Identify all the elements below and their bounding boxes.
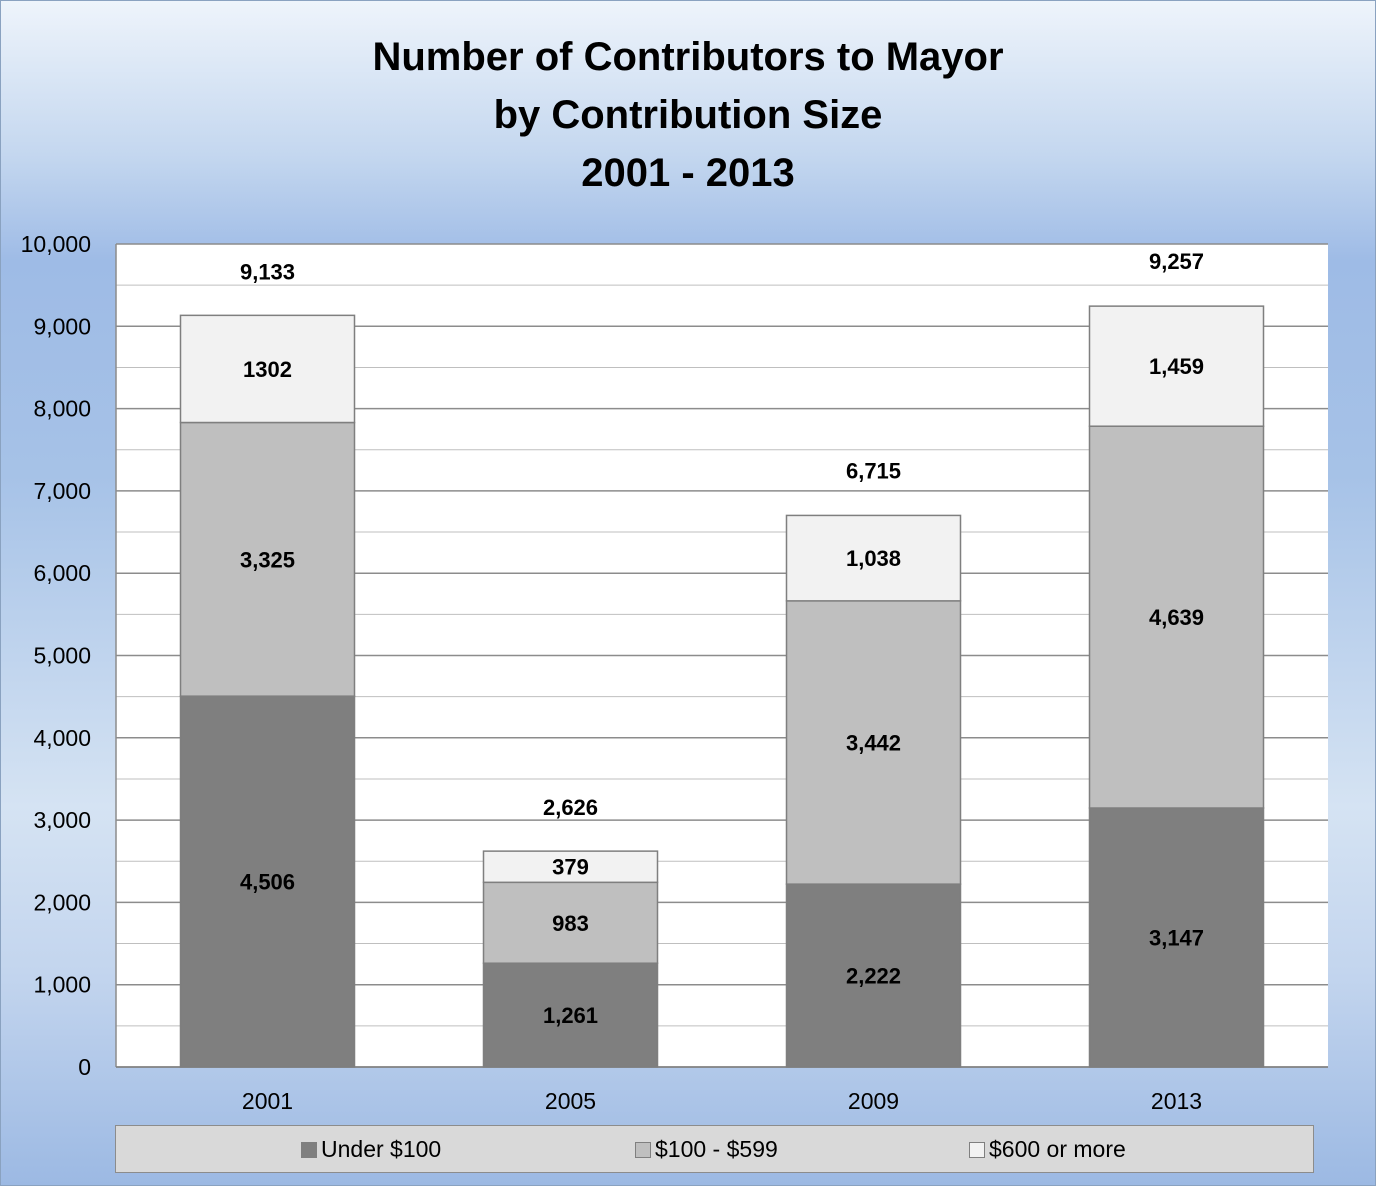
x-tick-label-2001: 2001 — [242, 1088, 293, 1114]
chart-title-line-1: Number of Contributors to Mayor — [372, 35, 1004, 79]
y-tick-label: 1,000 — [33, 972, 91, 998]
y-tick-label: 5,000 — [33, 643, 91, 669]
data-label-600-or-more-2009: 1,038 — [846, 546, 901, 571]
x-tick-label-2013: 2013 — [1151, 1088, 1202, 1114]
x-tick-label-2005: 2005 — [545, 1088, 596, 1114]
data-label-under-100-2005: 1,261 — [543, 1003, 598, 1028]
data-label-600-or-more-2001: 1302 — [243, 357, 292, 382]
data-label-100-599-2009: 3,442 — [846, 730, 901, 755]
bar-segment-600-or-more-2013 — [1088, 305, 1265, 427]
legend-label-under-100: Under $100 — [321, 1136, 442, 1162]
data-label-100-599-2001: 3,325 — [240, 547, 295, 572]
bar-segment-600-or-more-2009 — [785, 514, 962, 602]
bar-segment-under-100-2013 — [1088, 807, 1265, 1068]
y-tick-label: 9,000 — [33, 313, 91, 339]
legend-swatch-600-or-more — [969, 1142, 985, 1158]
legend-item-600-or-more: $600 or more — [969, 1136, 1126, 1162]
data-label-100-599-2005: 983 — [552, 911, 589, 936]
data-label-600-or-more-2013: 1,459 — [1149, 354, 1204, 379]
legend-label-600-or-more: $600 or more — [989, 1136, 1126, 1162]
legend: Under $100 $100 - $599 $600 or more — [115, 1125, 1314, 1173]
data-label-under-100-2009: 2,222 — [846, 964, 901, 989]
bar-segment-under-100-2001 — [179, 695, 356, 1068]
y-axis: 0 1,000 2,000 3,000 4,000 5,000 6,000 7,000 8,00… — [21, 231, 117, 1080]
bar-segment-600-or-more-2005 — [482, 850, 659, 884]
total-label-2013: 9,257 — [1149, 249, 1204, 274]
bar-segment-under-100-2009 — [785, 883, 962, 1068]
y-tick-label: 4,000 — [33, 725, 91, 751]
bar-segment-100-599-2001 — [179, 421, 356, 697]
total-label-2001: 9,133 — [240, 259, 295, 284]
y-tick-label: 7,000 — [33, 478, 91, 504]
legend-label-100-599: $100 - $599 — [655, 1136, 778, 1162]
legend-item-under-100: Under $100 — [301, 1136, 441, 1162]
bar-segment-100-599-2013 — [1088, 425, 1265, 809]
total-label-2009: 6,715 — [846, 458, 901, 483]
bar-segment-100-599-2009 — [785, 600, 962, 885]
x-tick-label-2009: 2009 — [848, 1088, 899, 1114]
bars: 4,506 3,325 1302 9,133 1,261 983 379 2,626 2,222… — [179, 249, 1265, 1068]
chart-title-line-2: by Contribution Size — [493, 93, 883, 137]
x-axis: 2001 2005 2009 2013 — [116, 1066, 1328, 1114]
total-label-2005: 2,626 — [543, 795, 598, 820]
data-label-under-100-2001: 4,506 — [240, 870, 295, 895]
y-tick-label: 2,000 — [33, 889, 91, 915]
legend-swatch-under-100 — [301, 1142, 317, 1158]
data-label-under-100-2013: 3,147 — [1149, 926, 1204, 951]
chart-title-line-3: 2001 - 2013 — [581, 151, 795, 195]
data-label-600-or-more-2005: 379 — [552, 855, 589, 880]
legend-swatch-100-599 — [635, 1142, 651, 1158]
y-tick-label: 8,000 — [33, 396, 91, 422]
y-tick-label: 6,000 — [33, 560, 91, 586]
legend-item-100-599: $100 - $599 — [635, 1136, 778, 1162]
data-label-100-599-2013: 4,639 — [1149, 605, 1204, 630]
y-tick-label: 3,000 — [33, 807, 91, 833]
y-tick-label: 10,000 — [21, 231, 91, 257]
bar-segment-under-100-2005 — [482, 962, 659, 1068]
bar-segment-600-or-more-2001 — [179, 314, 356, 424]
chart-title: Number of Contributors to Mayor by Contr… — [0, 28, 1376, 202]
y-tick-label: 0 — [78, 1054, 91, 1080]
